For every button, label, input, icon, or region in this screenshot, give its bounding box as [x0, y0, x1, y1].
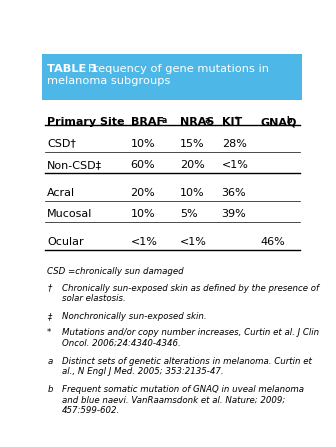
Text: TABLE 1: TABLE 1	[47, 64, 102, 74]
Text: 36%: 36%	[222, 188, 246, 198]
Text: CSD†: CSD†	[47, 139, 76, 149]
Text: 39%: 39%	[222, 209, 246, 219]
Text: 20%: 20%	[180, 160, 205, 170]
Text: b: b	[47, 385, 53, 394]
Text: 28%: 28%	[222, 139, 247, 149]
Text: Non-CSD‡: Non-CSD‡	[47, 160, 102, 170]
Text: KIT: KIT	[222, 117, 242, 127]
Text: GNAQ: GNAQ	[261, 117, 297, 127]
Text: a: a	[161, 116, 167, 125]
Text: <1%: <1%	[130, 237, 157, 247]
Text: Chronically sun-exposed skin as defined by the presence of
solar elastosis.: Chronically sun-exposed skin as defined …	[61, 283, 319, 303]
Text: Frequency of gene mutations in: Frequency of gene mutations in	[88, 64, 269, 74]
Text: BRAF: BRAF	[130, 117, 164, 127]
Text: 10%: 10%	[180, 188, 205, 198]
Text: 20%: 20%	[130, 188, 155, 198]
Text: melanoma subgroups: melanoma subgroups	[47, 76, 171, 86]
Text: 10%: 10%	[130, 139, 155, 149]
Text: 10%: 10%	[130, 209, 155, 219]
Text: Distinct sets of genetic alterations in melanoma. Curtin et
al., N Engl J Med. 2: Distinct sets of genetic alterations in …	[61, 357, 311, 376]
Text: NRAS: NRAS	[180, 117, 214, 127]
Text: †: †	[47, 283, 52, 292]
Text: *: *	[235, 116, 239, 125]
Text: *: *	[47, 328, 52, 337]
Text: Ocular: Ocular	[47, 237, 84, 247]
Text: <1%: <1%	[180, 237, 207, 247]
Text: <1%: <1%	[222, 160, 249, 170]
Text: Frequent somatic mutation of GNAQ in uveal melanoma
and blue naevi. VanRaamsdonk: Frequent somatic mutation of GNAQ in uve…	[61, 385, 303, 414]
Bar	[42, 54, 302, 100]
Text: b: b	[286, 116, 292, 125]
Text: Nonchronically sun-exposed skin.: Nonchronically sun-exposed skin.	[61, 312, 206, 321]
Text: ‡: ‡	[47, 312, 52, 321]
Text: a: a	[205, 116, 210, 125]
Text: 15%: 15%	[180, 139, 205, 149]
Text: 5%: 5%	[180, 209, 198, 219]
Text: a: a	[47, 357, 52, 366]
Text: Acral: Acral	[47, 188, 75, 198]
Text: 46%: 46%	[261, 237, 286, 247]
Text: Mutations and/or copy number increases, Curtin et al. J Clin
Oncol. 2006;24:4340: Mutations and/or copy number increases, …	[61, 328, 319, 348]
Text: Primary Site: Primary Site	[47, 117, 125, 127]
Text: CSD =chronically sun damaged: CSD =chronically sun damaged	[47, 267, 184, 276]
Text: Mucosal: Mucosal	[47, 209, 93, 219]
Text: 60%: 60%	[130, 160, 155, 170]
